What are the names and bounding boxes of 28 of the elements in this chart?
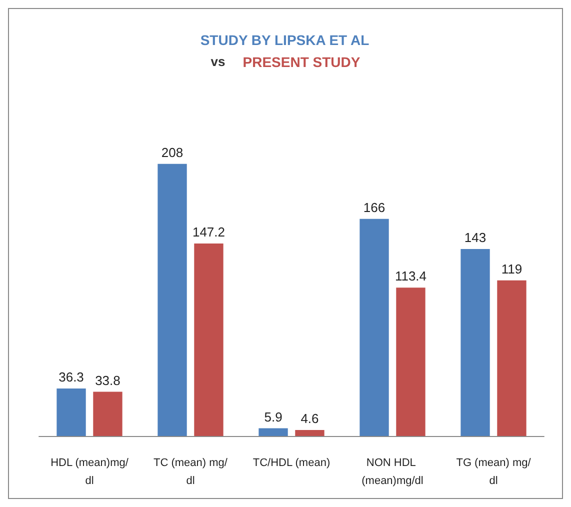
data-label: 33.8: [95, 372, 120, 388]
data-label: 5.9: [264, 409, 282, 424]
x-tick-label: TG (mean) mg/dl: [456, 457, 532, 487]
data-label: 4.6: [300, 410, 319, 426]
bar: [295, 430, 324, 436]
bar: [497, 280, 526, 436]
bar: [360, 218, 389, 436]
bar: [258, 428, 288, 436]
bar: [194, 243, 224, 436]
text: vs: [210, 54, 226, 69]
bar: [460, 248, 490, 436]
data-label: 166: [363, 200, 386, 215]
x-tick-label: TC (mean) mg/dl: [154, 457, 228, 487]
x-tick-label: TC/HDL (mean): [252, 457, 330, 469]
data-label: 113.4: [394, 268, 427, 284]
data-label: 147.2: [192, 224, 226, 240]
x-tick-label: HDL (mean)mg/dl: [50, 457, 130, 487]
bar: [396, 288, 426, 436]
text: STUDY BY LIPSKA ET AL: [200, 32, 370, 48]
bar: [93, 392, 122, 436]
data-label: 208: [161, 144, 184, 160]
data-label: 119: [501, 261, 522, 276]
bar: [56, 388, 86, 436]
bar: [158, 164, 187, 436]
text: PRESENT STUDY: [242, 54, 361, 70]
x-tick-label: NON HDL (mean)mg/dl: [362, 457, 424, 487]
data-label: 36.3: [58, 370, 84, 385]
data-label: 143: [464, 230, 486, 245]
